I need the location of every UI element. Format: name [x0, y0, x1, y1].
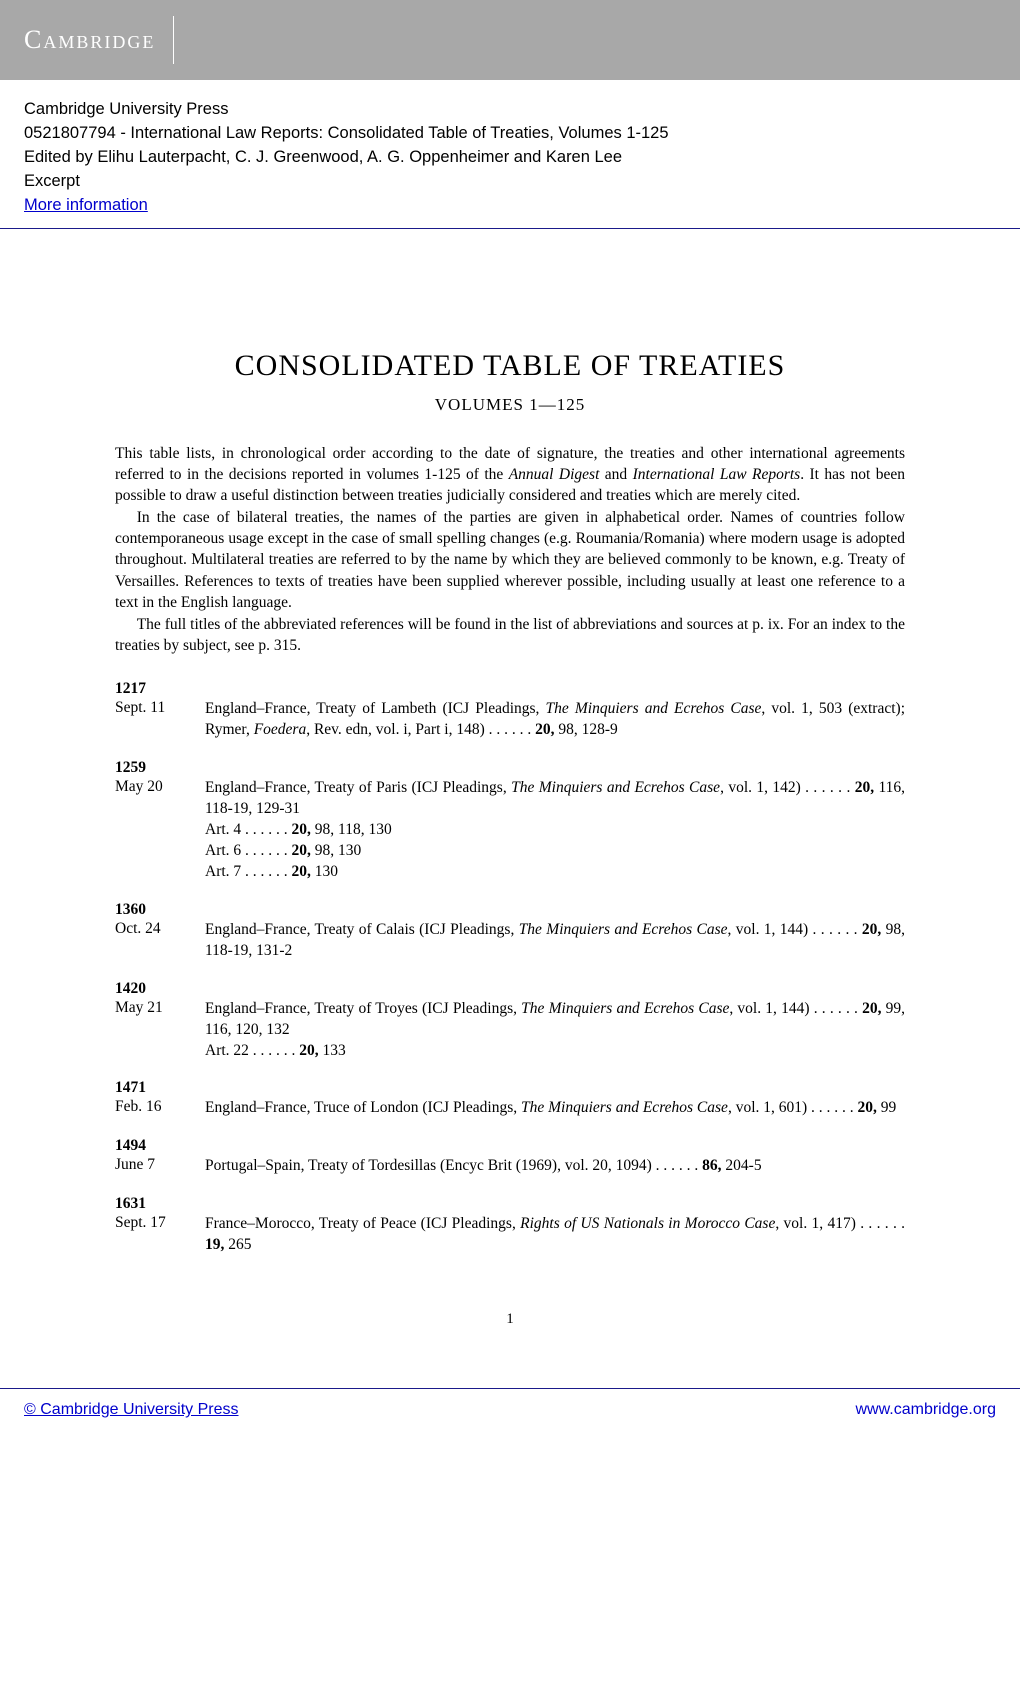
entry-year: 1420	[115, 980, 905, 998]
intro-paragraphs: This table lists, in chronological order…	[115, 443, 905, 657]
intro-p1: This table lists, in chronological order…	[115, 443, 905, 507]
brand-header: Cambridge	[0, 0, 1020, 80]
entry-year: 1259	[115, 759, 905, 777]
entry-text: England–France, Treaty of Troyes (ICJ Pl…	[205, 999, 905, 1041]
intro-p1-i1: Annual Digest	[509, 466, 600, 483]
document-title: CONSOLIDATED TABLE OF TREATIES	[115, 349, 905, 383]
entry-subline: Art. 7 . . . . . . 20, 130	[115, 862, 905, 883]
treaty-entry: 1471Feb. 16England–France, Truce of Lond…	[115, 1079, 905, 1119]
intro-p2: In the case of bilateral treaties, the n…	[115, 507, 905, 614]
entry-date: Sept. 11	[115, 699, 205, 741]
intro-p3: The full titles of the abbreviated refer…	[115, 614, 905, 657]
header-divider	[173, 16, 174, 64]
treaty-entry: 1631Sept. 17France–Morocco, Treaty of Pe…	[115, 1195, 905, 1256]
meta-editors: Edited by Elihu Lauterpacht, C. J. Green…	[24, 146, 996, 170]
brand-text: Cambridge	[24, 25, 155, 55]
entry-date: Feb. 16	[115, 1098, 205, 1119]
page-content: CONSOLIDATED TABLE OF TREATIES VOLUMES 1…	[0, 229, 1020, 1389]
footer-left: © Cambridge University Press	[24, 1401, 239, 1419]
entry-year: 1471	[115, 1079, 905, 1097]
entry-row: June 7Portugal–Spain, Treaty of Tordesil…	[115, 1156, 905, 1177]
entry-row: May 21England–France, Treaty of Troyes (…	[115, 999, 905, 1041]
page-number: 1	[115, 1311, 905, 1328]
entry-subline: Art. 4 . . . . . . 20, 98, 118, 130	[115, 820, 905, 841]
entry-row: Oct. 24England–France, Treaty of Calais …	[115, 920, 905, 962]
entry-row: Feb. 16England–France, Truce of London (…	[115, 1098, 905, 1119]
treaty-entry: 1360Oct. 24England–France, Treaty of Cal…	[115, 901, 905, 962]
footer-right: www.cambridge.org	[856, 1401, 997, 1419]
entry-date: May 21	[115, 999, 205, 1041]
entry-row: May 20England–France, Treaty of Paris (I…	[115, 778, 905, 820]
entry-row: Sept. 11England–France, Treaty of Lambet…	[115, 699, 905, 741]
treaty-entry: 1420May 21England–France, Treaty of Troy…	[115, 980, 905, 1062]
meta-publisher: Cambridge University Press	[24, 98, 996, 122]
meta-section: Excerpt	[24, 170, 996, 194]
more-information-link[interactable]: More information	[24, 196, 148, 214]
meta-block: Cambridge University Press 0521807794 - …	[0, 80, 1020, 228]
entry-year: 1360	[115, 901, 905, 919]
entry-text: England–France, Treaty of Calais (ICJ Pl…	[205, 920, 905, 962]
entry-date: June 7	[115, 1156, 205, 1177]
entry-date: Sept. 17	[115, 1214, 205, 1256]
entry-text: France–Morocco, Treaty of Peace (ICJ Ple…	[205, 1214, 905, 1256]
treaty-entry: 1259May 20England–France, Treaty of Pari…	[115, 759, 905, 883]
entry-year: 1494	[115, 1137, 905, 1155]
entry-subline: Art. 6 . . . . . . 20, 98, 130	[115, 841, 905, 862]
document-subtitle: VOLUMES 1—125	[115, 395, 905, 415]
entry-date: May 20	[115, 778, 205, 820]
entry-text: England–France, Treaty of Lambeth (ICJ P…	[205, 699, 905, 741]
copyright-link[interactable]: © Cambridge University Press	[24, 1401, 239, 1418]
treaty-entry: 1494June 7Portugal–Spain, Treaty of Tord…	[115, 1137, 905, 1177]
entry-row: Sept. 17France–Morocco, Treaty of Peace …	[115, 1214, 905, 1256]
entry-subline: Art. 22 . . . . . . 20, 133	[115, 1041, 905, 1062]
entry-text: England–France, Treaty of Paris (ICJ Ple…	[205, 778, 905, 820]
entry-text: England–France, Truce of London (ICJ Ple…	[205, 1098, 905, 1119]
website-link[interactable]: www.cambridge.org	[856, 1401, 997, 1418]
treaty-entries: 1217Sept. 11England–France, Treaty of La…	[115, 680, 905, 1256]
entry-date: Oct. 24	[115, 920, 205, 962]
entry-text: Portugal–Spain, Treaty of Tordesillas (E…	[205, 1156, 905, 1177]
intro-p1-i2: International Law Reports	[633, 466, 801, 483]
footer: © Cambridge University Press www.cambrid…	[0, 1389, 1020, 1443]
entry-year: 1631	[115, 1195, 905, 1213]
treaty-entry: 1217Sept. 11England–France, Treaty of La…	[115, 680, 905, 741]
entry-year: 1217	[115, 680, 905, 698]
intro-p1b: and	[599, 466, 632, 483]
meta-isbn-title: 0521807794 - International Law Reports: …	[24, 122, 996, 146]
